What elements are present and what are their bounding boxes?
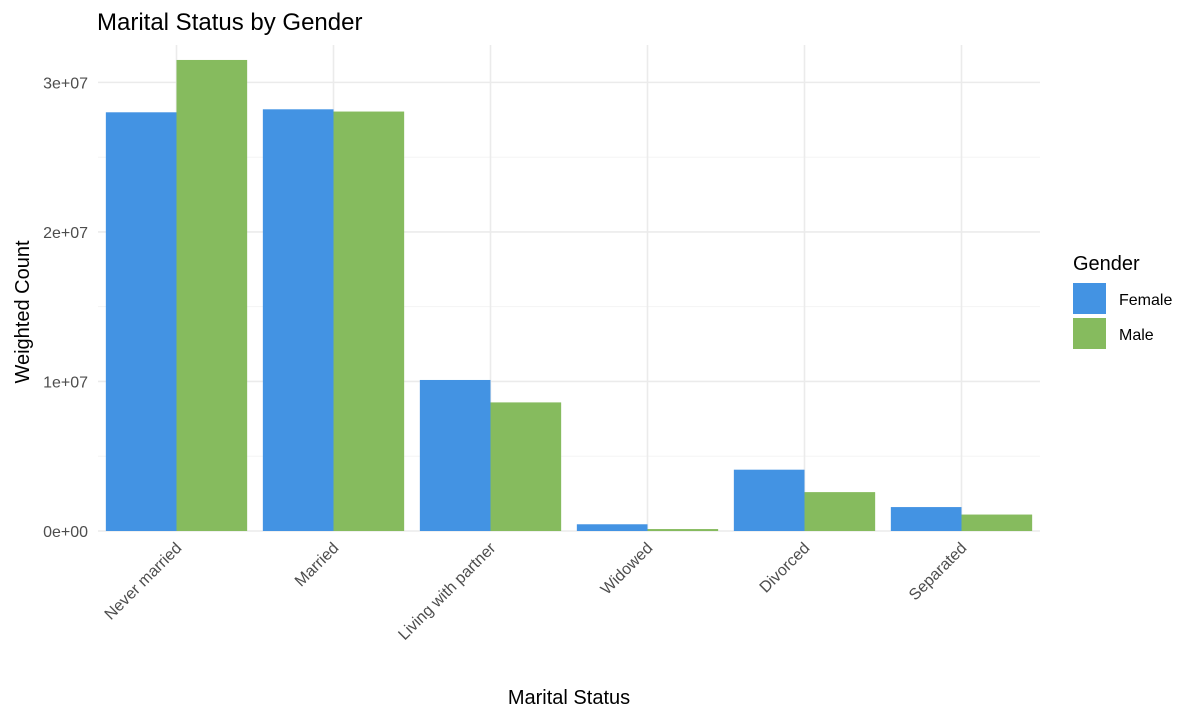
bar-female-widowed — [576, 524, 648, 531]
grid — [98, 45, 1040, 532]
x-tick-label: Married — [292, 540, 342, 590]
bar-female-separated — [890, 507, 962, 531]
x-tick-label: Separated — [906, 540, 970, 604]
x-tick-label: Widowed — [598, 540, 657, 599]
bar-male-widowed — [647, 529, 719, 531]
y-axis-title: Weighted Count — [12, 240, 34, 384]
y-tick-label: 2e+07 — [43, 225, 88, 242]
x-tick-label: Never married — [102, 540, 186, 624]
y-tick-label: 0e+00 — [43, 524, 88, 541]
x-tick-label: Divorced — [757, 540, 814, 597]
bar-female-living-with-partner — [419, 379, 491, 531]
legend-title: Gender — [1073, 253, 1140, 275]
bar-female-never-married — [105, 112, 177, 532]
legend-key-male — [1073, 318, 1106, 349]
bar-male-separated — [961, 514, 1033, 531]
bar-male-living-with-partner — [490, 402, 562, 531]
x-tick-label: Living with partner — [395, 539, 499, 643]
x-axis-title: Marital Status — [508, 687, 630, 709]
bar-male-married — [333, 111, 405, 531]
legend-label-female: Female — [1119, 292, 1172, 309]
bar-female-married — [262, 109, 334, 531]
bar-male-divorced — [804, 492, 876, 531]
legend: Gender Female Male — [1073, 253, 1172, 349]
bar-female-divorced — [733, 469, 805, 531]
x-axis-ticks: Never married Married Living with partner W… — [102, 539, 971, 643]
y-tick-label: 1e+07 — [43, 374, 88, 391]
legend-label-male: Male — [1119, 327, 1154, 344]
chart-title: Marital Status by Gender — [97, 9, 362, 36]
y-axis-ticks: 0e+00 1e+07 2e+07 3e+07 — [43, 75, 88, 541]
bars — [105, 59, 1033, 532]
legend-key-female — [1073, 283, 1106, 314]
y-tick-label: 3e+07 — [43, 75, 88, 92]
bar-male-never-married — [176, 59, 248, 531]
